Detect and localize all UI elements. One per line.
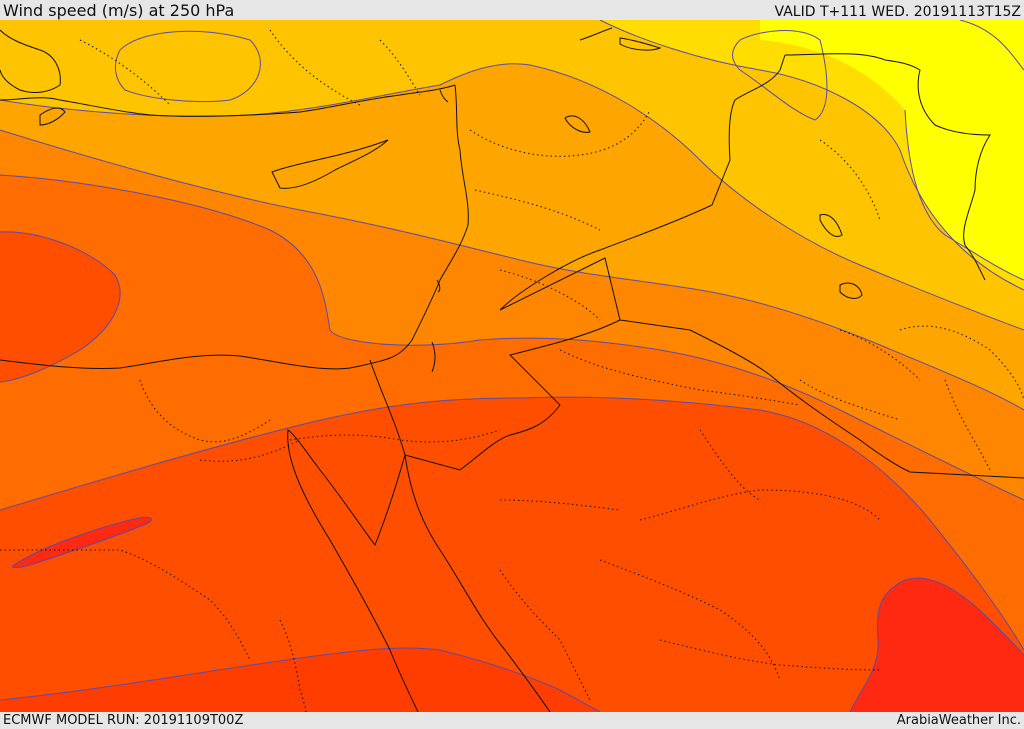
- band-8-streak: [12, 517, 152, 568]
- footer-bar: ECMWF MODEL RUN: 20191109T00Z ArabiaWeat…: [0, 712, 1024, 729]
- model-run: ECMWF MODEL RUN: 20191109T00Z: [3, 713, 244, 728]
- credit-text: ArabiaWeather Inc.: [896, 713, 1021, 728]
- band-2: [0, 20, 1024, 280]
- admin-boundaries: [0, 29, 1024, 712]
- wind-speed-map[interactable]: [0, 20, 1024, 712]
- map-title: Wind speed (m/s) at 250 hPa: [3, 1, 235, 20]
- valid-time: VALID T+111 WED. 20191113T15Z: [774, 4, 1021, 20]
- header-bar: Wind speed (m/s) at 250 hPa VALID T+111 …: [0, 0, 1024, 20]
- band-7-west-core: [0, 231, 121, 382]
- map-canvas: [0, 20, 1024, 712]
- coastlines: [0, 27, 1024, 712]
- band-7: [0, 397, 1024, 712]
- band-8: [0, 647, 600, 712]
